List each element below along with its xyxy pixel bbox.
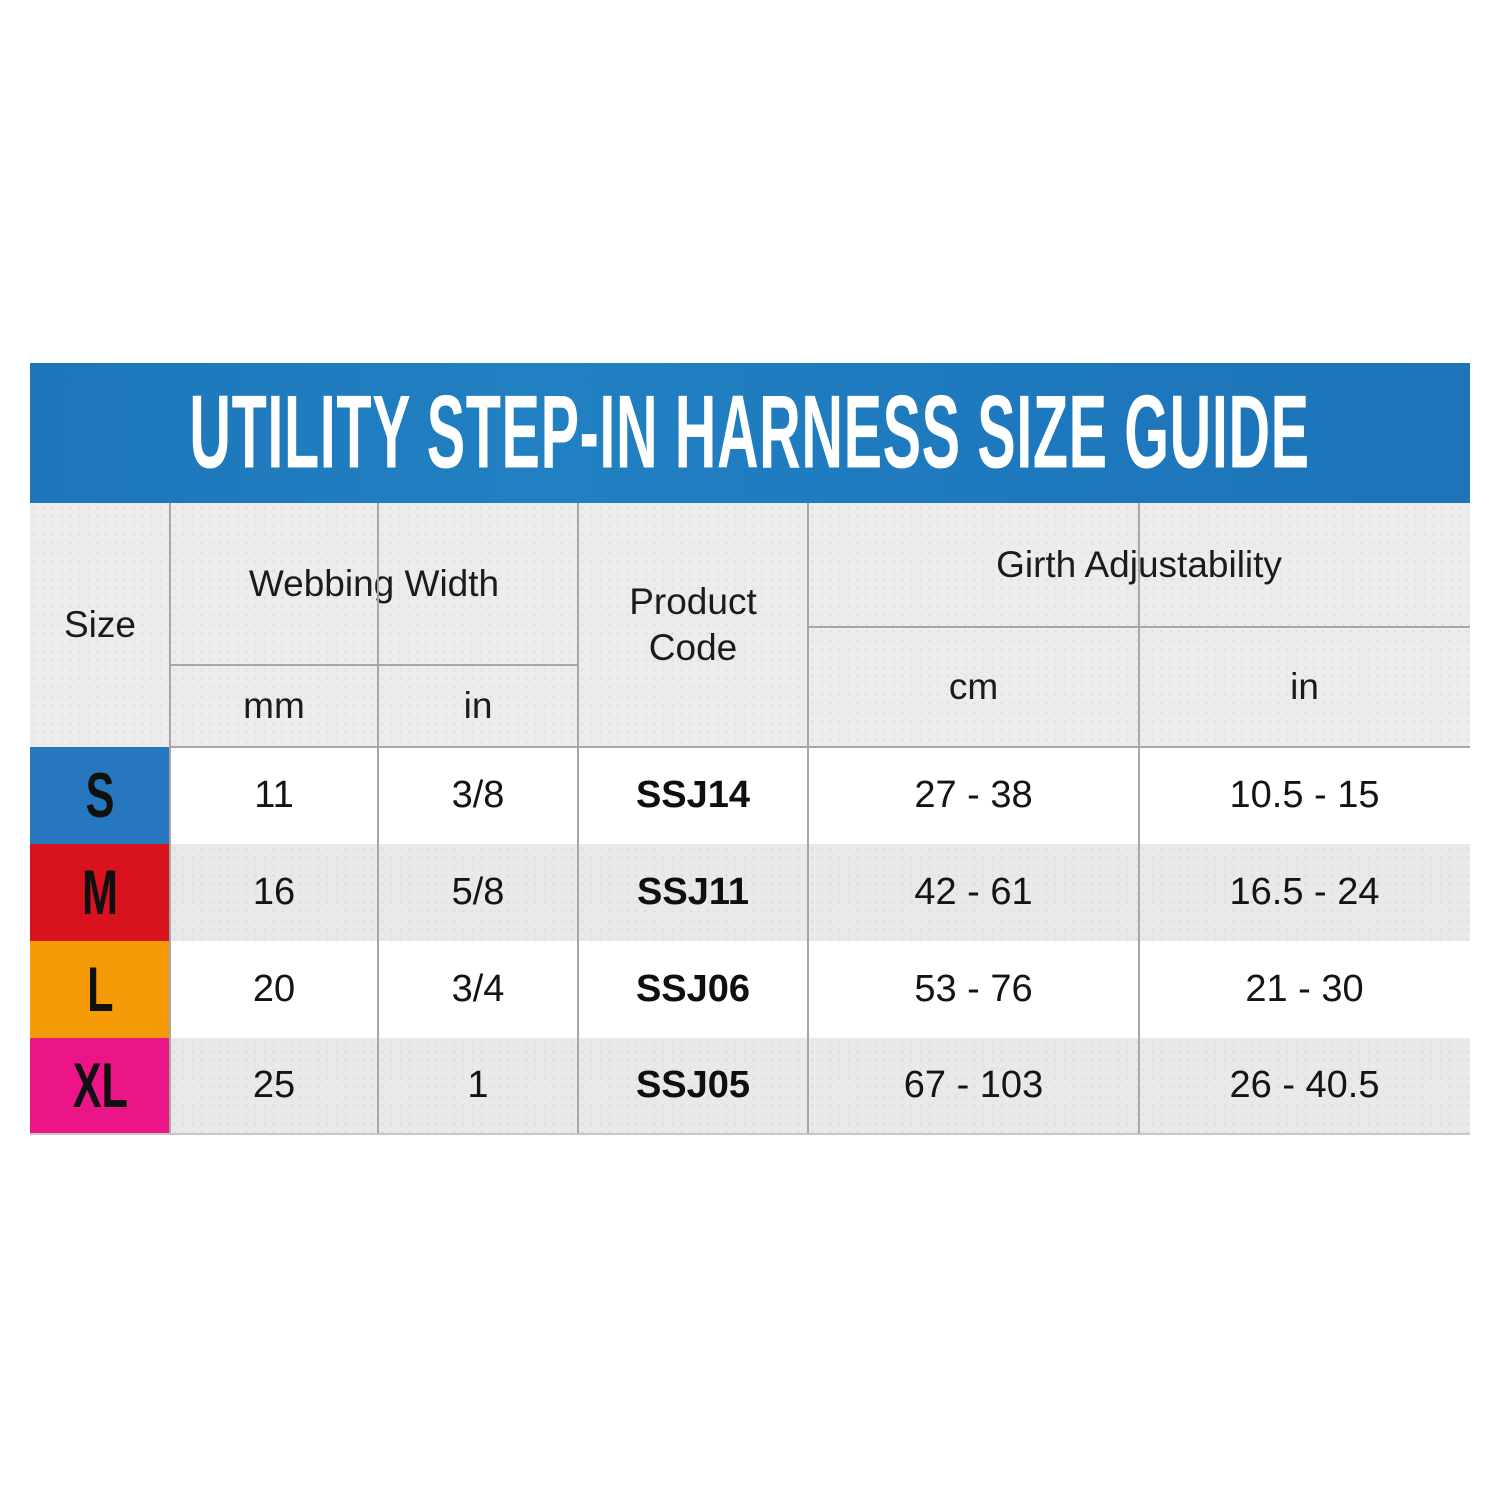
cell-l-code: SSJ06 [578,941,808,1038]
grid-hline-girth [808,626,1470,628]
size-badge-s: S [30,747,170,844]
cell-l-in: 3/4 [378,941,578,1038]
size-label: L [86,953,114,1025]
cell-xl-girth-cm: 67 - 103 [808,1038,1139,1133]
header-cm: cm [808,627,1139,747]
cell-s-mm: 11 [170,747,378,844]
size-label: S [85,759,115,831]
grid-vline [1138,503,1140,1133]
header-girth-in: in [1139,627,1470,747]
header-size: Size [30,503,170,747]
cell-xl-in: 1 [378,1038,578,1133]
cell-m-code: SSJ11 [578,844,808,941]
grid-vline [577,503,579,1133]
header-product-code: Product Code [578,503,808,747]
cell-l-girth-cm: 53 - 76 [808,941,1139,1038]
cell-m-mm: 16 [170,844,378,941]
cell-s-girth-in: 10.5 - 15 [1139,747,1470,844]
size-badge-l: L [30,941,170,1038]
cell-s-in: 3/8 [378,747,578,844]
cell-m-girth-in: 16.5 - 24 [1139,844,1470,941]
grid-hline-webbing [170,664,578,666]
cell-xl-mm: 25 [170,1038,378,1133]
banner: UTILITY STEP-IN HARNESS SIZE GUIDE [30,363,1470,503]
cell-s-code: SSJ14 [578,747,808,844]
header-mm: mm [170,665,378,747]
size-label: M [81,856,118,928]
cell-l-girth-in: 21 - 30 [1139,941,1470,1038]
cell-l-mm: 20 [170,941,378,1038]
size-label: XL [72,1049,128,1121]
grid-vline [169,503,171,1133]
grid-vline [807,503,809,1133]
grid-vline [377,503,379,1133]
size-badge-m: M [30,844,170,941]
cell-xl-girth-in: 26 - 40.5 [1139,1038,1470,1133]
header-in: in [378,665,578,747]
cell-xl-code: SSJ05 [578,1038,808,1133]
grid-hline-header-bottom [170,746,1470,748]
page-title: UTILITY STEP-IN HARNESS SIZE GUIDE [189,374,1311,491]
header-webbing-width: Webbing Width [170,503,578,665]
cell-m-girth-cm: 42 - 61 [808,844,1139,941]
grid-hline-table-bottom [30,1133,1470,1135]
cell-m-in: 5/8 [378,844,578,941]
cell-s-girth-cm: 27 - 38 [808,747,1139,844]
size-badge-xl: XL [30,1038,170,1133]
